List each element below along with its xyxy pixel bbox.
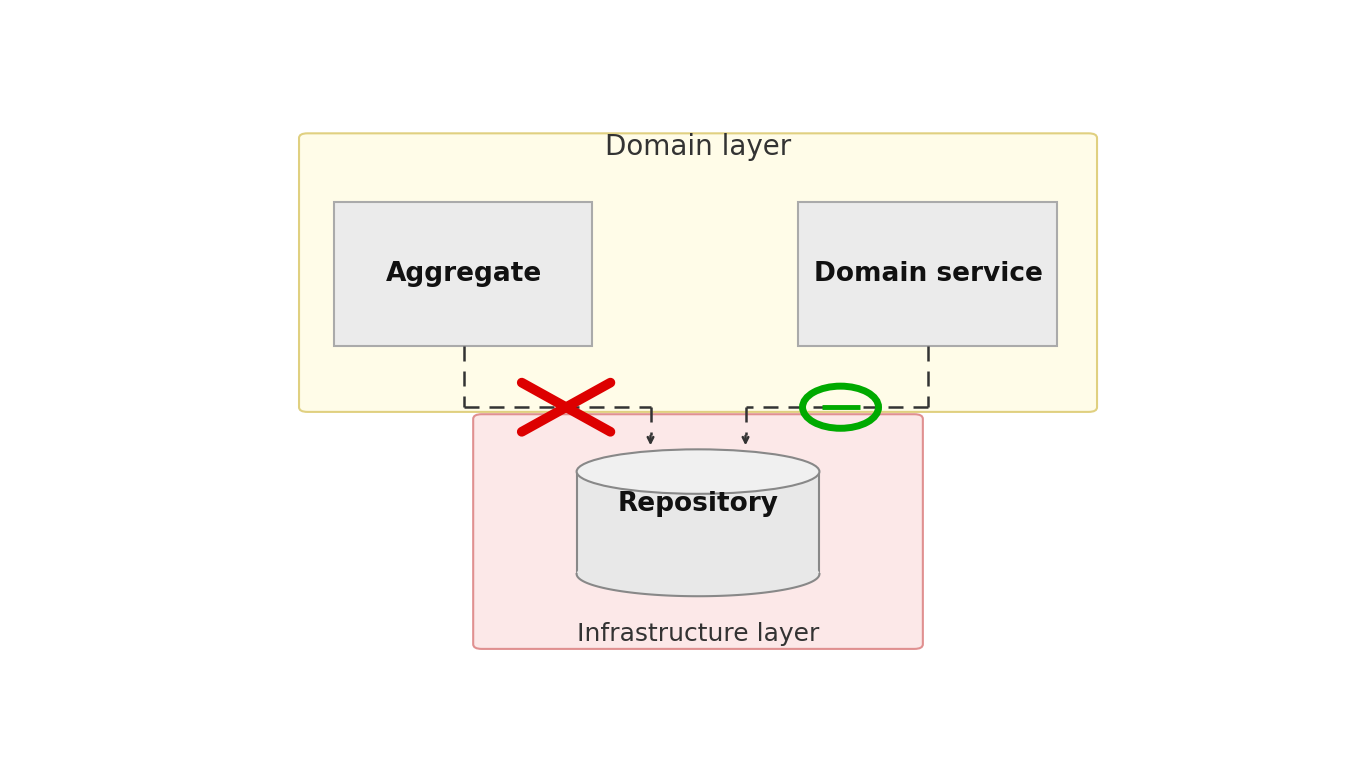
- Text: Repository: Repository: [617, 491, 779, 517]
- Bar: [334, 202, 592, 346]
- Text: Aggregate: Aggregate: [385, 261, 542, 287]
- FancyBboxPatch shape: [473, 414, 923, 649]
- Ellipse shape: [576, 552, 820, 597]
- Text: Infrastructure layer: Infrastructure layer: [577, 622, 819, 646]
- Text: Domain layer: Domain layer: [605, 133, 791, 161]
- Bar: [576, 471, 820, 574]
- Ellipse shape: [576, 449, 820, 494]
- Text: Domain service: Domain service: [813, 261, 1042, 287]
- FancyBboxPatch shape: [300, 133, 1096, 412]
- Bar: [798, 202, 1057, 346]
